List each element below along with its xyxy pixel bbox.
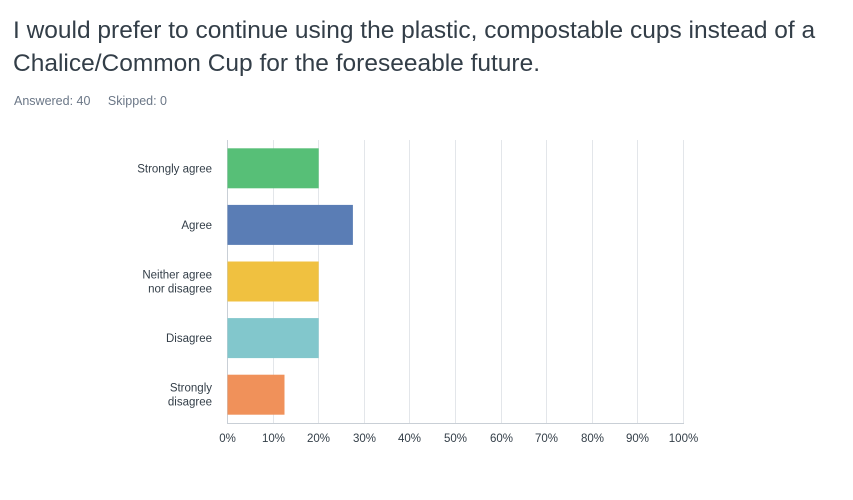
question-title: I would prefer to continue using the pla… bbox=[13, 17, 816, 77]
x-tick-label: 80% bbox=[581, 433, 604, 445]
answered-count: Answered: 40 bbox=[14, 94, 91, 108]
category-label: Disagree bbox=[166, 333, 212, 345]
x-tick-label: 10% bbox=[262, 433, 285, 445]
bar[interactable] bbox=[227, 148, 319, 189]
category-label: nor disagree bbox=[148, 284, 212, 296]
bar[interactable] bbox=[227, 318, 319, 359]
category-labels: Strongly agree Agree Neither agree nor disa… bbox=[137, 163, 212, 408]
category-label: Neither agree bbox=[142, 270, 212, 282]
x-tick-label: 50% bbox=[444, 433, 467, 445]
x-tick-label: 60% bbox=[490, 433, 513, 445]
bar[interactable] bbox=[227, 374, 285, 415]
x-tick-label: 90% bbox=[626, 433, 649, 445]
x-tick-label: 70% bbox=[535, 433, 558, 445]
x-tick-label: 30% bbox=[353, 433, 376, 445]
bar[interactable] bbox=[227, 261, 319, 302]
category-label: disagree bbox=[168, 397, 212, 409]
category-label: Strongly bbox=[170, 383, 212, 395]
x-tick-label: 100% bbox=[669, 433, 698, 445]
category-label: Strongly agree bbox=[137, 163, 212, 175]
x-tick-label: 0% bbox=[219, 433, 236, 445]
skipped-count: Skipped: 0 bbox=[107, 94, 167, 108]
category-label: Agree bbox=[181, 220, 212, 232]
bar[interactable] bbox=[227, 204, 353, 245]
bars bbox=[227, 148, 353, 415]
x-tick-label: 20% bbox=[307, 433, 330, 445]
response-stats: Answered: 40 Skipped: 0 bbox=[14, 94, 181, 108]
x-tick-label: 40% bbox=[398, 433, 421, 445]
x-axis-ticks: 0% 10% 20% 30% 40% 50% 60% 70% 80% 90% 100% bbox=[219, 433, 698, 445]
